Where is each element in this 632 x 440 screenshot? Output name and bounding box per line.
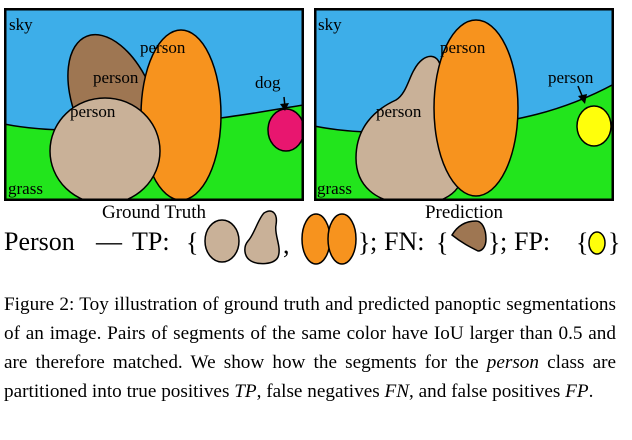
person-segment-tan xyxy=(49,97,161,201)
legend-class-name: Person xyxy=(4,227,75,256)
sky-label: sky xyxy=(9,15,33,34)
tp-gt-person-icon xyxy=(204,219,240,263)
person-segment-orange xyxy=(433,19,519,197)
caption-text-3: , false negatives xyxy=(256,381,385,402)
ground-truth-panel: sky grass person person person dog xyxy=(4,8,304,201)
person-label-yellow: person xyxy=(548,68,594,87)
dog-label: dog xyxy=(255,73,281,92)
caption-text-5: . xyxy=(588,381,594,402)
legend-fn-open-brace: { xyxy=(436,228,448,257)
legend-fp-open-brace: { xyxy=(576,228,588,257)
legend-semicolon-1: ; xyxy=(370,227,377,256)
person-label-orange: person xyxy=(140,38,186,57)
prediction-image: sky grass person person person xyxy=(314,8,614,201)
legend-tp-close-brace: } xyxy=(358,228,370,257)
caption-prefix: Figure 2: xyxy=(4,294,80,315)
ground-truth-image: sky grass person person person dog xyxy=(4,8,304,201)
caption-math-fn: FN xyxy=(384,381,410,402)
grass-label: grass xyxy=(8,179,43,198)
legend-tp-comma: , xyxy=(283,230,290,259)
tp-pred-orange-person-icon xyxy=(327,213,357,265)
legend-graphic: Person — TP: { , } ; FN: { } ; FP: { } xyxy=(4,210,620,265)
caption-text-1: Toy illustration of ground truth and pre… xyxy=(4,294,616,373)
sky-label: sky xyxy=(318,15,342,34)
figure-caption: Figure 2: Toy illustration of ground tru… xyxy=(4,290,616,406)
fp-yellow-person-icon xyxy=(588,231,606,255)
person-label-tan: person xyxy=(376,102,422,121)
panel-border xyxy=(314,8,614,201)
person-arrowhead xyxy=(578,94,587,104)
person-segment-yellow xyxy=(576,105,612,147)
person-label-tan: person xyxy=(70,102,116,121)
legend-fp-label: FP: xyxy=(514,227,550,256)
legend-fn-close-brace: } xyxy=(488,228,500,257)
legend-fp-close-brace: } xyxy=(608,228,620,257)
ground-truth-title: Ground Truth xyxy=(102,202,206,223)
prediction-panel: sky grass person person person xyxy=(314,8,614,201)
legend-dash: — xyxy=(95,227,123,256)
grass-label: grass xyxy=(317,179,352,198)
caption-math-fp: FP xyxy=(565,381,589,402)
legend-tp-label: TP: xyxy=(132,227,170,256)
fn-brown-person-icon xyxy=(451,220,487,252)
legend-row: Person — TP: { , } ; FN: { } ; FP: { } xyxy=(0,207,632,267)
legend-fn-label: FN: xyxy=(384,227,424,256)
person-label-brown: person xyxy=(93,68,139,87)
legend-tp-open-brace: { xyxy=(186,228,198,257)
caption-text-4: , and false positives xyxy=(409,381,566,402)
panel-border xyxy=(4,8,304,201)
dog-arrowhead xyxy=(280,103,289,111)
tp-pred-person-icon xyxy=(244,210,280,265)
legend-semicolon-2: ; xyxy=(500,227,507,256)
person-label-orange: person xyxy=(440,38,486,57)
prediction-title: Prediction xyxy=(424,202,504,223)
caption-math-tp: TP xyxy=(234,381,257,402)
caption-text-2: class are partitioned into true positive… xyxy=(4,352,616,402)
caption-emphasis-person: person xyxy=(486,352,539,373)
dog-segment xyxy=(267,108,304,152)
tp-gt-orange-person-icon xyxy=(301,213,331,265)
